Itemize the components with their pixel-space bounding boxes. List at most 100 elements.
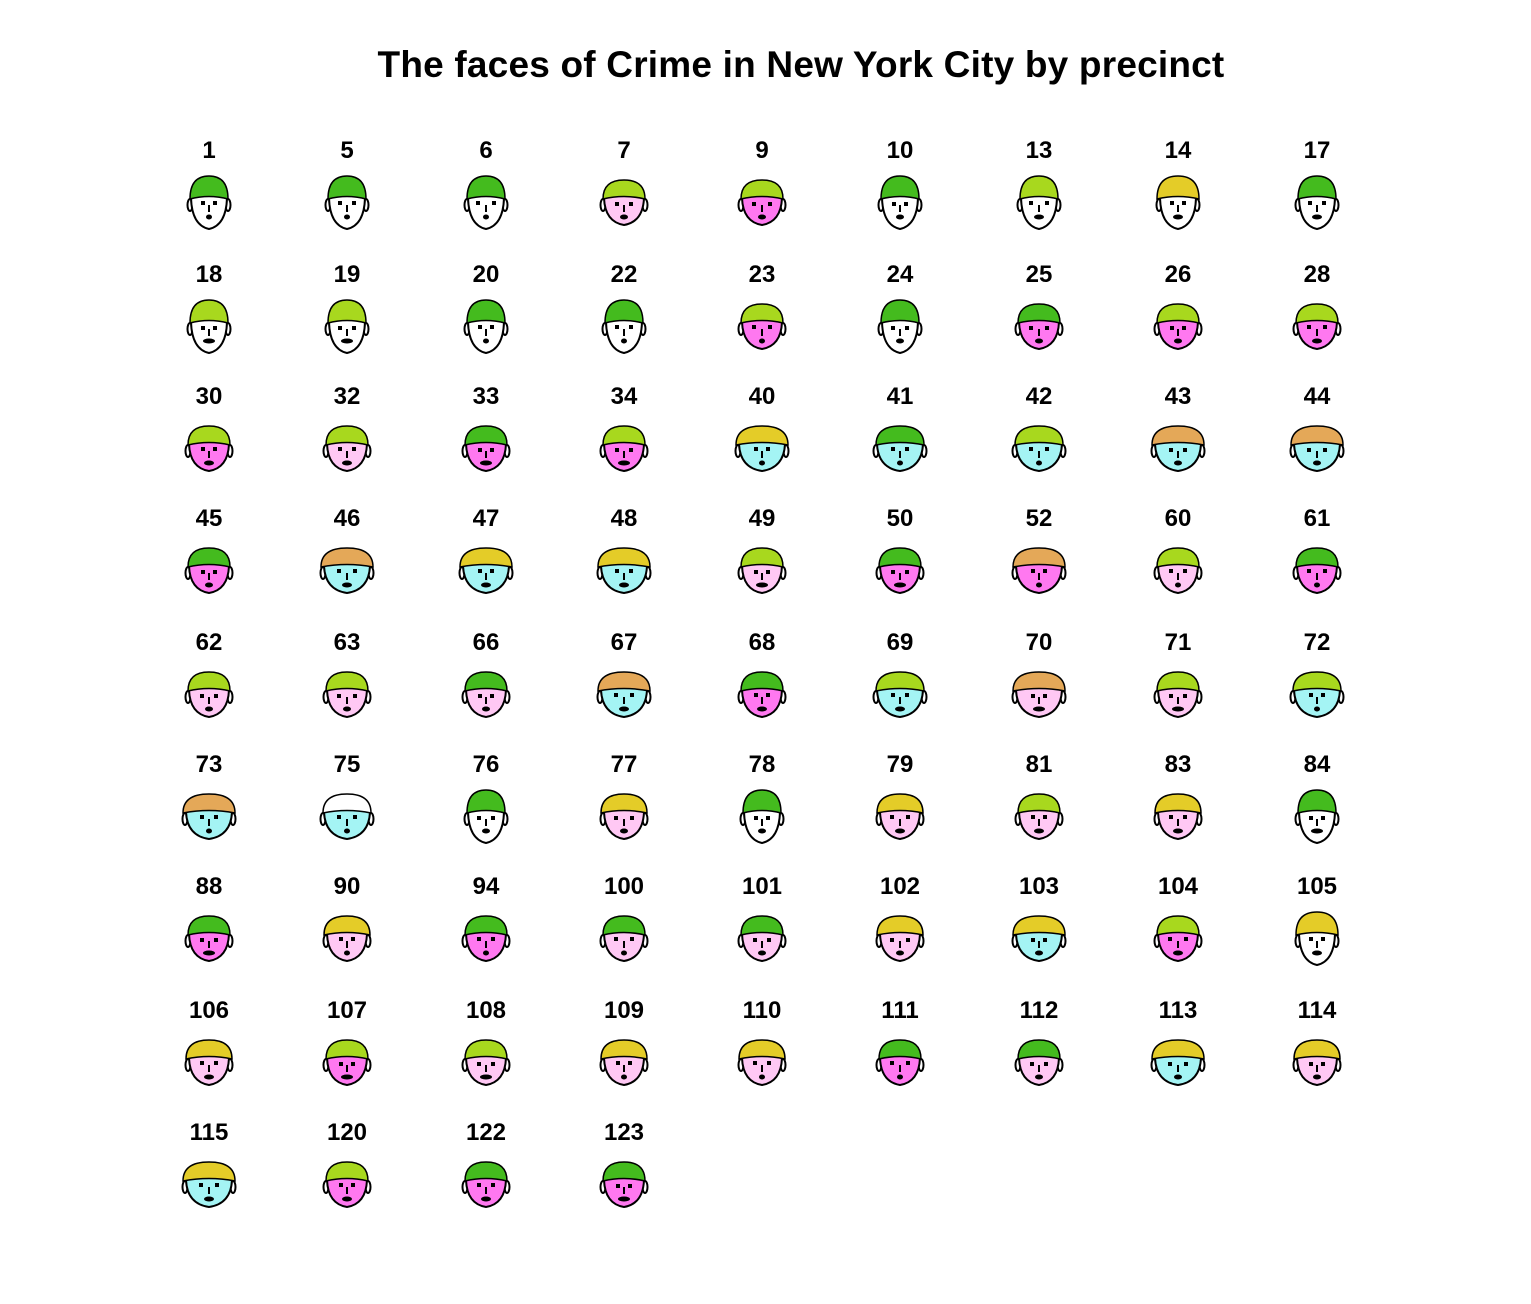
face-hair xyxy=(187,671,231,692)
face-hair xyxy=(325,1039,369,1060)
left-eye xyxy=(201,326,205,330)
face-label: 84 xyxy=(1304,751,1331,778)
face-label: 44 xyxy=(1304,383,1331,410)
left-eye xyxy=(890,815,894,819)
right-eye xyxy=(1183,815,1187,819)
face-32: 32 xyxy=(322,383,372,473)
face-mouth xyxy=(482,706,490,712)
face-label: 40 xyxy=(749,383,776,410)
left-eye xyxy=(1031,938,1035,942)
left-eye xyxy=(891,693,895,697)
right-eye xyxy=(630,816,634,820)
face-mouth xyxy=(341,338,353,344)
face-90: 90 xyxy=(322,873,372,963)
face-113: 113 xyxy=(1150,997,1206,1087)
face-hair xyxy=(464,671,508,692)
right-eye xyxy=(491,937,495,941)
face-hair xyxy=(602,1161,646,1182)
face-mouth xyxy=(621,338,627,344)
right-eye xyxy=(214,1061,218,1065)
left-eye xyxy=(1168,937,1172,941)
face-hair xyxy=(878,547,922,568)
left-eye xyxy=(476,201,480,205)
face-label: 1 xyxy=(202,137,215,164)
left-eye xyxy=(615,202,619,206)
face-label: 18 xyxy=(196,261,223,288)
face-mouth xyxy=(204,460,214,466)
face-label: 112 xyxy=(1020,997,1059,1024)
right-eye xyxy=(490,569,494,573)
face-label: 105 xyxy=(1297,873,1337,900)
face-mouth xyxy=(1175,582,1181,588)
left-eye xyxy=(1307,448,1311,452)
left-eye xyxy=(752,325,756,329)
face-67: 67 xyxy=(596,629,652,719)
face-label: 71 xyxy=(1165,629,1192,656)
face-mouth xyxy=(758,828,766,834)
face-label: 17 xyxy=(1304,137,1331,164)
right-eye xyxy=(215,1183,219,1187)
right-eye xyxy=(490,325,494,329)
left-eye xyxy=(615,569,619,573)
face-hair xyxy=(1297,175,1337,200)
left-eye xyxy=(1309,937,1313,941)
face-7: 7 xyxy=(599,137,649,227)
left-eye xyxy=(1029,201,1033,205)
face-hair xyxy=(1292,671,1342,692)
face-mouth xyxy=(894,582,906,588)
left-eye xyxy=(337,569,341,573)
right-eye xyxy=(1183,694,1187,698)
face-41: 41 xyxy=(872,383,928,473)
face-label: 73 xyxy=(196,751,223,778)
right-eye xyxy=(628,1184,632,1188)
face-24: 24 xyxy=(877,261,923,355)
face-hair xyxy=(1295,911,1339,936)
face-43: 43 xyxy=(1150,383,1206,473)
right-eye xyxy=(352,447,356,451)
face-mouth xyxy=(1314,706,1320,712)
face-mouth xyxy=(205,706,213,712)
face-hair xyxy=(1012,547,1066,568)
face-hair xyxy=(740,915,784,936)
face-103: 103 xyxy=(1011,873,1067,963)
face-71: 71 xyxy=(1153,629,1203,719)
face-label: 111 xyxy=(881,997,918,1024)
face-61: 61 xyxy=(1292,505,1342,595)
face-hair xyxy=(1019,175,1059,200)
face-hair xyxy=(1295,547,1339,568)
left-eye xyxy=(337,815,341,819)
left-eye xyxy=(1031,694,1035,698)
face-hair xyxy=(876,793,924,814)
left-eye xyxy=(754,447,758,451)
face-mouth xyxy=(621,1074,627,1080)
face-label: 42 xyxy=(1026,383,1053,410)
face-mouth xyxy=(897,1074,903,1080)
face-34: 34 xyxy=(599,383,649,473)
face-mouth xyxy=(1035,338,1043,344)
face-label: 41 xyxy=(887,383,914,410)
right-eye xyxy=(1044,1062,1048,1066)
face-mouth xyxy=(896,214,904,220)
face-hair xyxy=(1297,789,1337,814)
left-eye xyxy=(1169,694,1173,698)
face-mouth xyxy=(618,460,630,466)
face-hair xyxy=(182,1161,236,1182)
face-mouth xyxy=(204,1196,214,1202)
face-label: 79 xyxy=(887,751,914,778)
face-label: 70 xyxy=(1026,629,1053,656)
left-eye xyxy=(1309,1062,1313,1066)
face-label: 45 xyxy=(196,505,223,532)
right-eye xyxy=(766,693,770,697)
face-19: 19 xyxy=(324,261,370,355)
right-eye xyxy=(906,815,910,819)
right-eye xyxy=(1323,569,1327,573)
face-hair xyxy=(740,303,784,324)
face-78: 78 xyxy=(739,751,785,845)
face-mouth xyxy=(203,950,215,956)
right-eye xyxy=(1323,325,1327,329)
face-hair xyxy=(740,547,784,568)
right-eye xyxy=(906,938,910,942)
face-mouth xyxy=(481,582,491,588)
face-label: 83 xyxy=(1165,751,1192,778)
right-eye xyxy=(1184,937,1188,941)
